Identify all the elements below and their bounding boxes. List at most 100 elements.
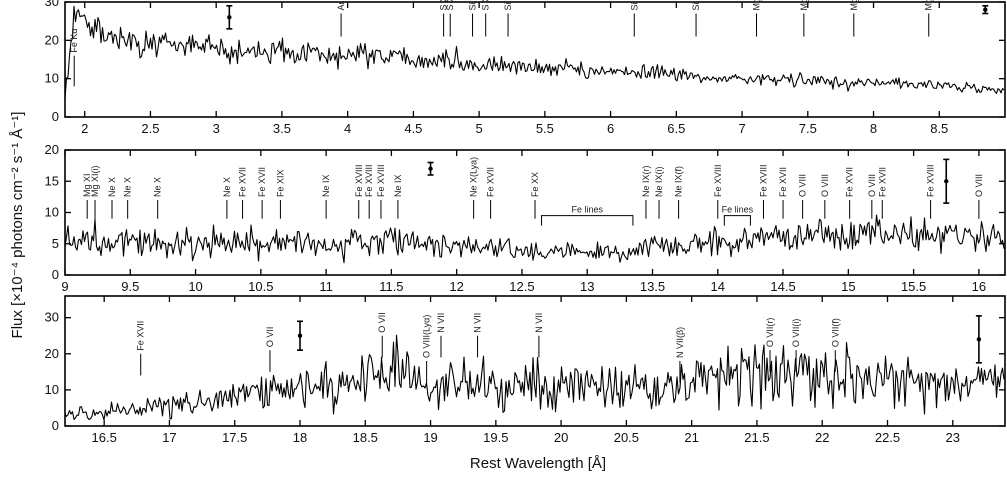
line-label: Fe XVII	[845, 167, 855, 197]
bracket	[723, 215, 751, 226]
line-label: Fe XVII	[238, 167, 248, 197]
line-label: Si XIV	[503, 0, 513, 11]
x-tick-label: 12.5	[509, 279, 534, 294]
line-label: Mg XI(i)	[90, 165, 100, 197]
y-tick-label: 30	[45, 310, 59, 325]
bracket	[541, 215, 634, 226]
x-tick-label: 21.5	[744, 430, 769, 445]
x-tick-label: 4	[344, 121, 351, 136]
x-tick-label: 14.5	[770, 279, 795, 294]
line-label: Fe XVIII	[713, 164, 723, 197]
line-label: Ne X	[153, 177, 163, 197]
y-tick-label: 20	[45, 142, 59, 157]
x-tick-label: 3	[213, 121, 220, 136]
line-label: N VII(β)	[675, 327, 685, 358]
y-tick-label: 10	[45, 71, 59, 86]
y-tick-label: 20	[45, 32, 59, 47]
y-tick-label: 20	[45, 346, 59, 361]
line-label: Ne X	[222, 177, 232, 197]
y-tick-label: 30	[45, 0, 59, 9]
x-tick-label: 8.5	[930, 121, 948, 136]
x-tick-label: 8	[870, 121, 877, 136]
line-label: Fe XVIII	[364, 164, 374, 197]
x-tick-label: 6	[607, 121, 614, 136]
error-bar-point	[944, 179, 949, 184]
line-label: Ne X	[107, 177, 117, 197]
y-tick-label: 0	[52, 267, 59, 282]
line-label: O VIII(Lyα)	[422, 315, 432, 358]
line-label: Mg XI	[82, 173, 92, 197]
line-label: Ne IX(i)	[654, 166, 664, 197]
line-label: O VII	[265, 327, 275, 348]
panel-top: 2 2.5 3 3.5 4 4.5 5 5.5 6 6.5 7 7.5 8 8.5 0 10 20 30 Fe Kα…	[45, 0, 1006, 136]
line-label: Fe XVII	[877, 167, 887, 197]
x-tick-label: 10	[188, 279, 202, 294]
line-label: N VII	[534, 313, 544, 333]
line-label: Fe XVII	[778, 167, 788, 197]
y-tick-label: 0	[52, 109, 59, 124]
x-tick-label: 15	[841, 279, 855, 294]
line-label: Ne X	[123, 177, 133, 197]
x-tick-label: 19	[423, 430, 437, 445]
line-label: S XV	[481, 0, 491, 11]
x-tick-label: 7	[738, 121, 745, 136]
panel-frame	[64, 295, 1006, 427]
x-tick-label: 23	[946, 430, 960, 445]
line-label: N VII	[473, 313, 483, 333]
line-label: N VII	[436, 313, 446, 333]
line-label: S XV	[445, 0, 455, 11]
error-bar-point	[428, 166, 433, 171]
line-label: Fe XVII	[257, 167, 267, 197]
x-tick-label: 3.5	[273, 121, 291, 136]
x-tick-label: 17	[162, 430, 176, 445]
x-tick-label: 21	[684, 430, 698, 445]
panel-bottom: 16.5 17 17.5 18 18.5 19 19.5 20 20.5 21 21.5 22 22.5…	[45, 295, 1006, 445]
line-label: O VII(f)	[830, 318, 840, 347]
y-tick-label: 10	[45, 205, 59, 220]
x-tick-label: 7.5	[799, 121, 817, 136]
x-tick-label: 14	[711, 279, 725, 294]
line-label: O VII	[377, 312, 387, 333]
line-label: Fe Kα	[69, 28, 79, 52]
x-tick-label: 13	[580, 279, 594, 294]
line-label: Ar XVII	[336, 0, 346, 11]
line-label: Fe XVIII	[354, 164, 364, 197]
x-tick-label: 9	[61, 279, 68, 294]
line-label: O VII(r)	[765, 318, 775, 348]
x-tick-label: 18	[293, 430, 307, 445]
y-tick-label: 15	[45, 173, 59, 188]
x-tick-label: 20	[554, 430, 568, 445]
line-label: Fe XX	[530, 172, 540, 197]
x-tick-label: 11	[319, 279, 333, 294]
spectrum-trace	[64, 214, 1005, 264]
line-label: Si XIV	[468, 0, 478, 11]
line-label: Ne X(Lya)	[469, 157, 479, 197]
line-label: Fe XVII	[486, 167, 496, 197]
x-tick-label: 22.5	[875, 430, 900, 445]
spectrum-trace	[64, 334, 1005, 421]
x-tick-label: 10.5	[248, 279, 273, 294]
line-label: O VIII	[974, 174, 984, 197]
x-tick-label: 2.5	[141, 121, 159, 136]
error-bar-point	[227, 15, 232, 20]
panel-middle: 9 9.5 10 10.5 11 11.5 12 12.5 13 13.5 14 14.5 15 15.5…	[45, 142, 1006, 294]
bracket-label: Fe lines	[571, 205, 603, 215]
line-label: O VII(i)	[791, 319, 801, 348]
x-tick-label: 9.5	[121, 279, 139, 294]
line-label: Ne IX	[393, 174, 403, 197]
x-tick-label: 13.5	[640, 279, 665, 294]
x-tick-label: 5	[476, 121, 483, 136]
line-label: Mg XI	[799, 0, 809, 11]
line-label: Mg XII	[752, 0, 762, 11]
line-label: Fe XVIII	[376, 164, 386, 197]
line-label: Mg XII	[924, 0, 934, 11]
x-tick-label: 4.5	[404, 121, 422, 136]
y-tick-label: 10	[45, 382, 59, 397]
x-tick-label: 16	[972, 279, 986, 294]
x-tick-label: 15.5	[901, 279, 926, 294]
spectrum-trace	[64, 5, 1005, 100]
x-tick-label: 2	[81, 121, 88, 136]
line-label: Si XIV	[629, 0, 639, 11]
x-tick-label: 12	[449, 279, 463, 294]
